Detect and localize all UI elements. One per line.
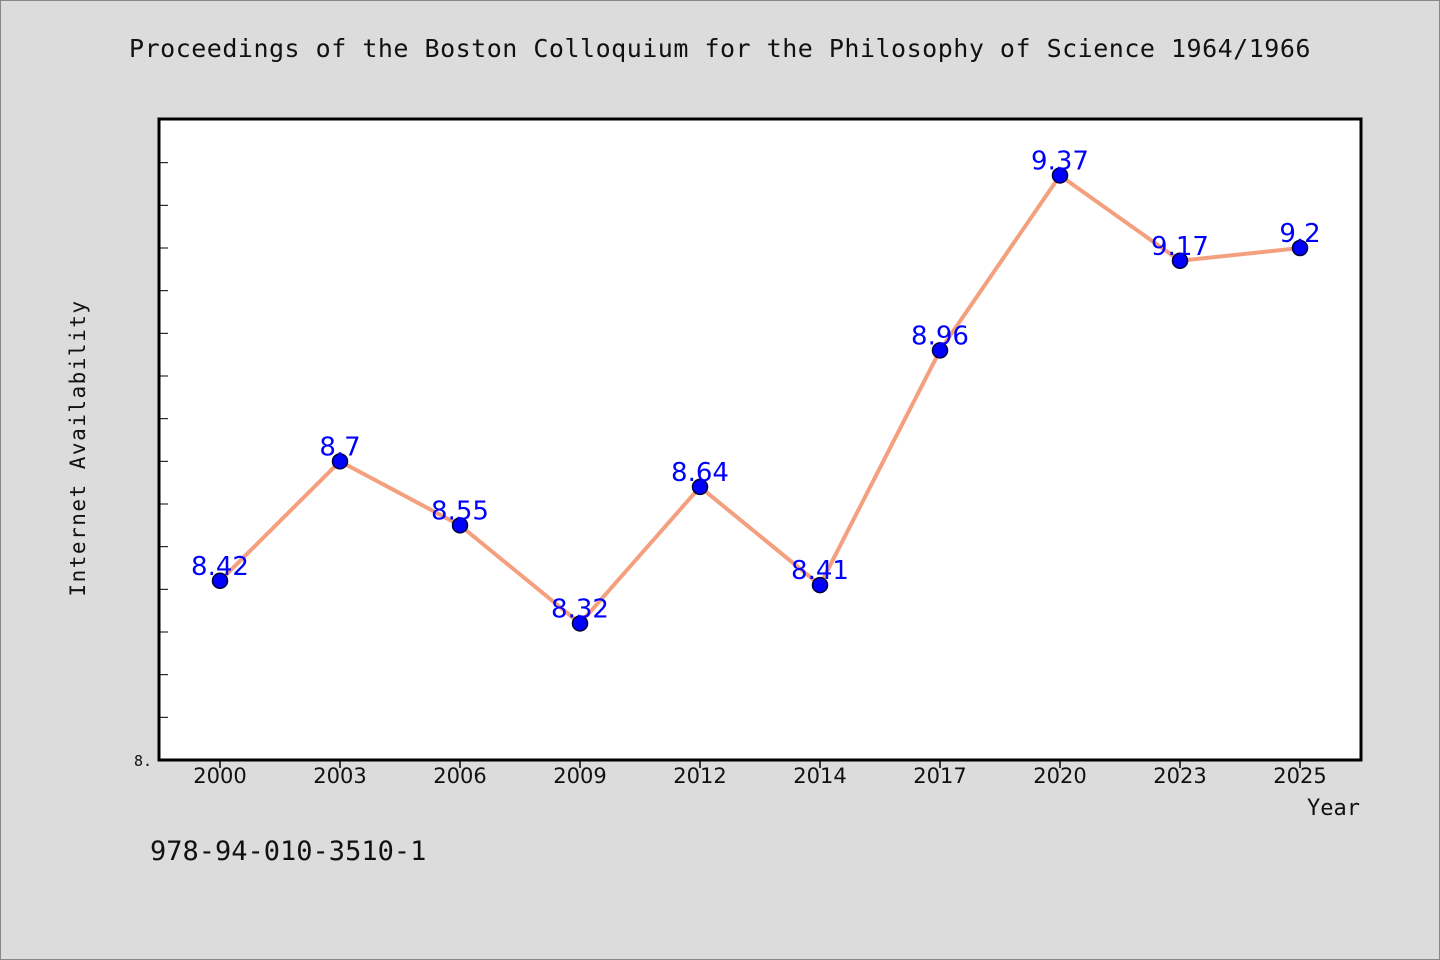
plot-area: [157, 117, 1363, 762]
x-tick-label: 2017: [913, 764, 966, 788]
y-axis-ticks: 8.: [134, 162, 168, 770]
data-point: [571, 615, 589, 632]
x-axis-ticks: 2000 2003 2006 2009 2012 2014 2017 2020 2023 2025: [193, 760, 1327, 788]
data-point: [931, 342, 949, 359]
data-label: 8.96: [911, 321, 969, 351]
data-label: 8.41: [791, 556, 849, 586]
data-point: [451, 517, 469, 534]
data-point: [1051, 167, 1069, 184]
data-label: 9.2: [1279, 219, 1320, 249]
x-tick-label: 2025: [1273, 764, 1326, 788]
data-point: [811, 576, 829, 594]
data-label: 8.55: [431, 496, 489, 526]
x-tick-label: 2009: [553, 764, 606, 788]
x-tick-label: 2020: [1033, 764, 1086, 788]
series-group: [211, 167, 1309, 632]
data-point: [1171, 252, 1189, 270]
x-tick-label: 2014: [793, 764, 846, 788]
series-line: [218, 173, 1302, 626]
data-label: 8.32: [551, 594, 609, 624]
x-tick-label: 2023: [1153, 764, 1206, 788]
x-tick-label: 2003: [313, 764, 366, 788]
data-labels: 8.42 8.7 8.55 8.32 8.64 8.41 8.96 9.37 9.17 9.2: [191, 146, 1321, 624]
x-tick-label: 2012: [673, 764, 726, 788]
y-tick-label: 8.: [134, 752, 152, 770]
data-point: [1291, 239, 1309, 257]
data-point: [211, 572, 229, 590]
footer-isbn: 978-94-010-3510-1: [150, 836, 427, 867]
x-axis-title: Year: [1307, 796, 1360, 821]
data-label: 8.42: [191, 552, 249, 582]
data-label: 8.7: [319, 432, 360, 462]
x-tick-label: 2000: [193, 764, 246, 788]
data-point: [691, 478, 709, 496]
chart-title: Proceedings of the Boston Colloquium for…: [129, 34, 1311, 63]
data-label: 9.37: [1031, 146, 1089, 176]
data-label: 9.17: [1151, 232, 1209, 262]
x-tick-label: 2006: [433, 764, 486, 788]
data-point: [331, 453, 349, 470]
data-label: 8.64: [671, 458, 729, 488]
